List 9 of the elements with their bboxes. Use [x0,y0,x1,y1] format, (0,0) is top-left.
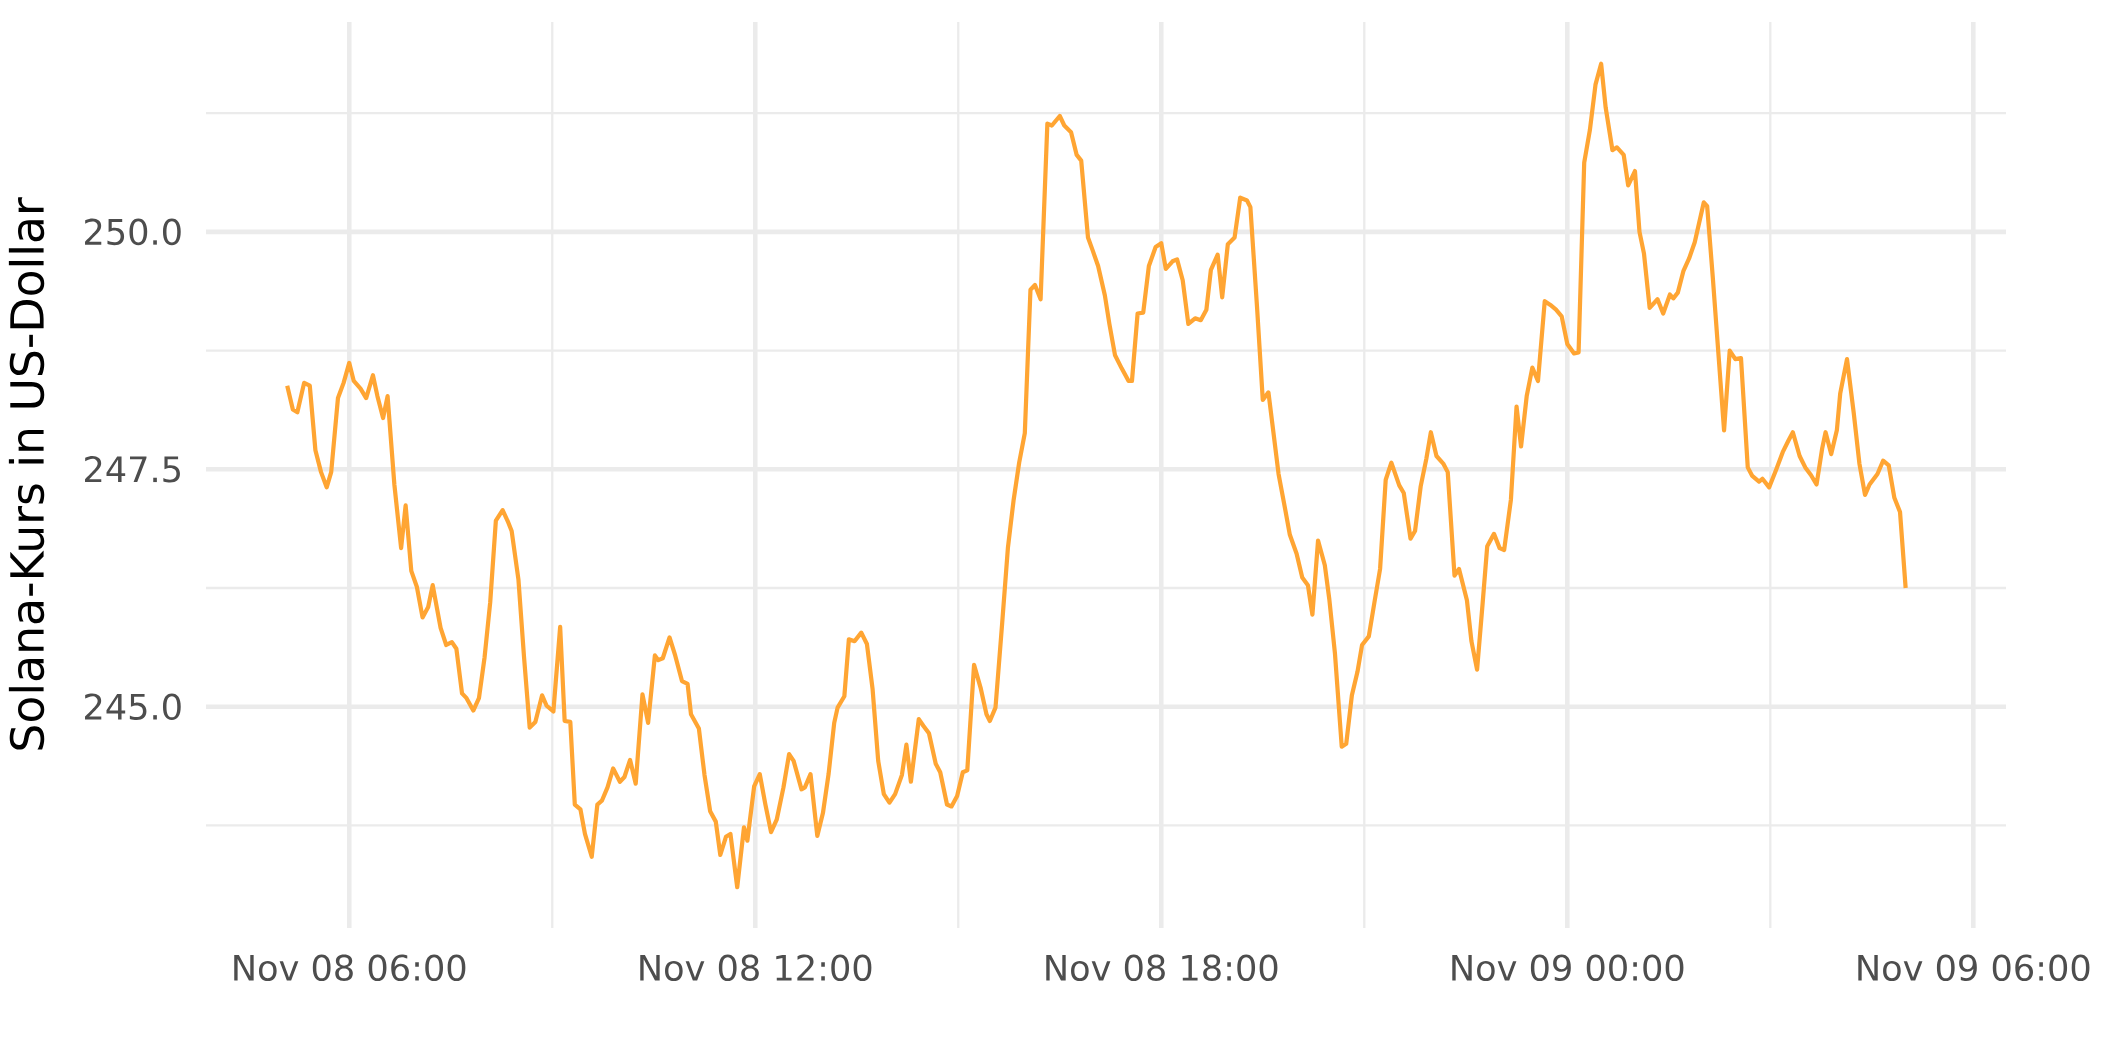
x-tick-label: Nov 08 12:00 [640,954,872,982]
y-tick-label: 247.5 [85,455,180,483]
y-tick-label: 245.0 [85,693,181,721]
x-tick-label: Nov 08 06:00 [234,954,466,982]
x-tick-label: Nov 09 06:00 [1858,954,2090,982]
x-tick-label: Nov 09 00:00 [1452,954,1684,982]
y-tick-label: 250.0 [85,218,181,246]
x-tick-label: Nov 08 18:00 [1046,954,1278,982]
y-axis-title: Solana-Kurs in US-Dollar [8,197,45,750]
